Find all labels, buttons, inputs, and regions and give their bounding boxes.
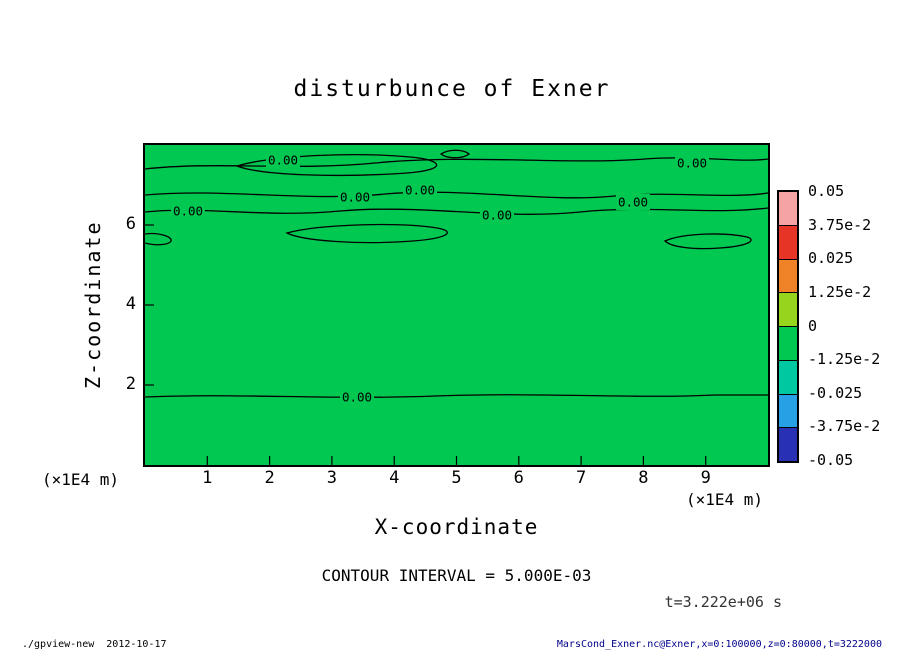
x-tick-label: 7 <box>575 468 587 488</box>
colorbar-segment <box>779 292 797 326</box>
contour-label-mask <box>480 207 514 223</box>
y-axis-label: Z-coordinate <box>81 220 105 390</box>
contour-value-label: 0.00 <box>340 190 370 205</box>
plot-area: 0.00 0.00 0.00 0.00 0.00 0.00 0.00 0.00 <box>143 143 770 467</box>
contour-value-label: 0.00 <box>268 153 298 168</box>
y-axis-unit-label: (×1E4 m) <box>42 470 120 489</box>
x-tick-label: 2 <box>264 468 275 488</box>
colorbar-segment <box>779 359 797 394</box>
contour-interval-label: CONTOUR INTERVAL = 5.000E-03 <box>321 566 592 585</box>
zero-contour-line <box>663 233 752 250</box>
colorbar-level-label: -0.025 <box>808 383 863 402</box>
colorbar-segment <box>779 224 797 259</box>
zero-contour-line <box>145 207 768 215</box>
x-tick-label: 9 <box>700 468 711 488</box>
contour-value-label: 0.00 <box>173 204 203 219</box>
contour-label-mask <box>266 152 300 168</box>
colorbar-level-label: 1.25e-2 <box>808 282 872 301</box>
x-tick-label: 3 <box>326 468 338 488</box>
contour-label-mask <box>616 194 650 210</box>
zero-contour-line <box>145 157 768 170</box>
colorbar <box>777 190 799 463</box>
y-tick-label: 6 <box>125 214 136 234</box>
x-tick-label: 1 <box>202 468 213 488</box>
contour-value-label: 0.00 <box>618 195 648 210</box>
contour-value-label: 0.00 <box>405 183 435 198</box>
footer-command-text: ./gpview-new 2012-10-17 <box>22 639 167 650</box>
colorbar-segment <box>779 192 797 225</box>
colorbar-level-label: 0 <box>808 316 818 335</box>
x-tick-label: 5 <box>451 468 462 488</box>
contour-plot: 0.00 0.00 0.00 0.00 0.00 0.00 0.00 0.00 <box>145 149 768 465</box>
contour-value-label: 0.00 <box>677 156 707 171</box>
zero-contour-line <box>145 394 768 398</box>
x-tick-label: 4 <box>389 468 400 488</box>
colorbar-level-label: -3.75e-2 <box>808 417 881 436</box>
colorbar-level-label: 0.05 <box>808 182 845 200</box>
colorbar-level-label: -1.25e-2 <box>808 350 881 369</box>
colorbar-segment <box>779 427 797 461</box>
footer-file-info: MarsCond_Exner.nc@Exner,x=0:100000,z=0:8… <box>556 639 882 650</box>
y-tick-label: 4 <box>125 294 136 314</box>
zero-contour-line <box>145 191 768 199</box>
contour-label-mask <box>403 182 437 198</box>
zero-contour-line <box>285 223 448 244</box>
colorbar-level-label: -0.05 <box>808 451 854 469</box>
contour-label-mask <box>340 389 374 405</box>
colorbar-level-label: 0.025 <box>808 249 854 268</box>
y-tick-label: 2 <box>125 374 136 394</box>
colorbar-segment <box>779 393 797 428</box>
x-tick-label: 6 <box>513 468 524 488</box>
zero-contour-line <box>439 149 471 159</box>
zero-contour-line <box>145 232 172 246</box>
contour-label-mask <box>171 203 205 219</box>
contour-value-label: 0.00 <box>482 208 512 223</box>
colorbar-level-label: 3.75e-2 <box>808 215 872 234</box>
x-tick-label: 8 <box>638 468 649 488</box>
x-axis-label: X-coordinate <box>374 515 539 539</box>
chart-title: disturbunce of Exner <box>293 76 611 102</box>
time-label: t=3.222e+06 s <box>664 593 782 611</box>
contour-value-label: 0.00 <box>342 390 372 405</box>
colorbar-segment <box>779 326 797 360</box>
contour-label-mask <box>338 189 372 205</box>
contour-label-mask <box>675 155 709 171</box>
colorbar-segment <box>779 258 797 293</box>
zero-contour-line <box>234 154 438 177</box>
x-axis-unit-label: (×1E4 m) <box>686 490 764 509</box>
